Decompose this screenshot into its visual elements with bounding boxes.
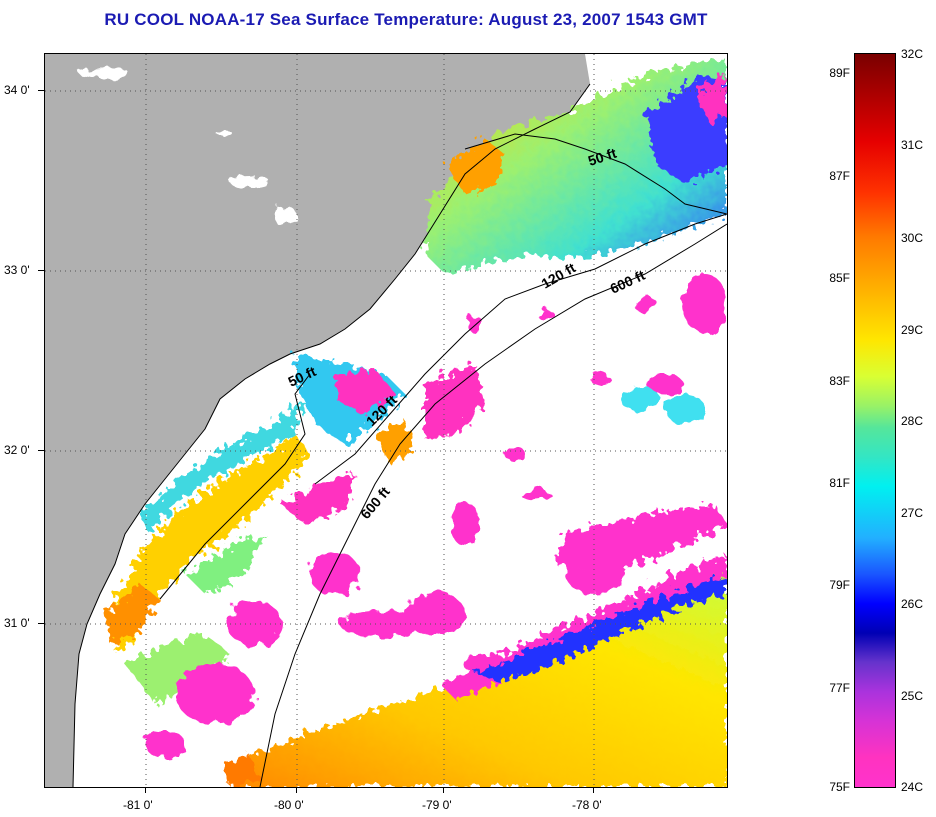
- lat-label: 31 0': [4, 616, 30, 630]
- sst-map-canvas: 50 ft 120 ft 600 ft 50 ft 120 ft 600 ft: [45, 54, 727, 787]
- land-mass: [45, 54, 590, 787]
- colorbar-f-label: 87F: [829, 169, 850, 183]
- temperature-colorbar: [854, 53, 896, 788]
- lat-label: 34 0': [4, 83, 30, 97]
- lon-label: -81 0': [123, 798, 153, 812]
- colorbar-c-label: 31C: [901, 138, 924, 152]
- colorbar-f-label: 77F: [829, 681, 850, 695]
- colorbar-c-label: 28C: [901, 414, 924, 428]
- colorbar-f-label: 79F: [829, 578, 850, 592]
- colorbar-c-label: 24C: [901, 780, 924, 794]
- lat-label: 32 0': [4, 443, 30, 457]
- lat-label: 33 0': [4, 263, 30, 277]
- colorbar-f-label: 85F: [829, 271, 850, 285]
- colorbar-f-label: 75F: [829, 780, 850, 794]
- sst-map: 50 ft 120 ft 600 ft 50 ft 120 ft 600 ft: [44, 53, 728, 788]
- lon-label: -78 0': [572, 798, 602, 812]
- lon-label: -79 0': [422, 798, 452, 812]
- colorbar-c-label: 29C: [901, 323, 924, 337]
- colorbar-c-label: 32C: [901, 47, 924, 61]
- contour-label: 600 ft: [357, 483, 393, 522]
- colorbar-c-label: 25C: [901, 689, 924, 703]
- colorbar-f-label: 81F: [829, 476, 850, 490]
- map-title: RU COOL NOAA-17 Sea Surface Temperature:…: [104, 10, 708, 29]
- colorbar-c-label: 30C: [901, 231, 924, 245]
- colorbar-f-label: 89F: [829, 66, 850, 80]
- colorbar-c-label: 26C: [901, 597, 924, 611]
- lon-label: -80 0': [274, 798, 304, 812]
- colorbar-c-label: 27C: [901, 506, 924, 520]
- colorbar-f-label: 83F: [829, 374, 850, 388]
- contour-label: 600 ft: [608, 267, 648, 297]
- contour-label: 120 ft: [539, 259, 579, 291]
- coastline: [72, 83, 591, 787]
